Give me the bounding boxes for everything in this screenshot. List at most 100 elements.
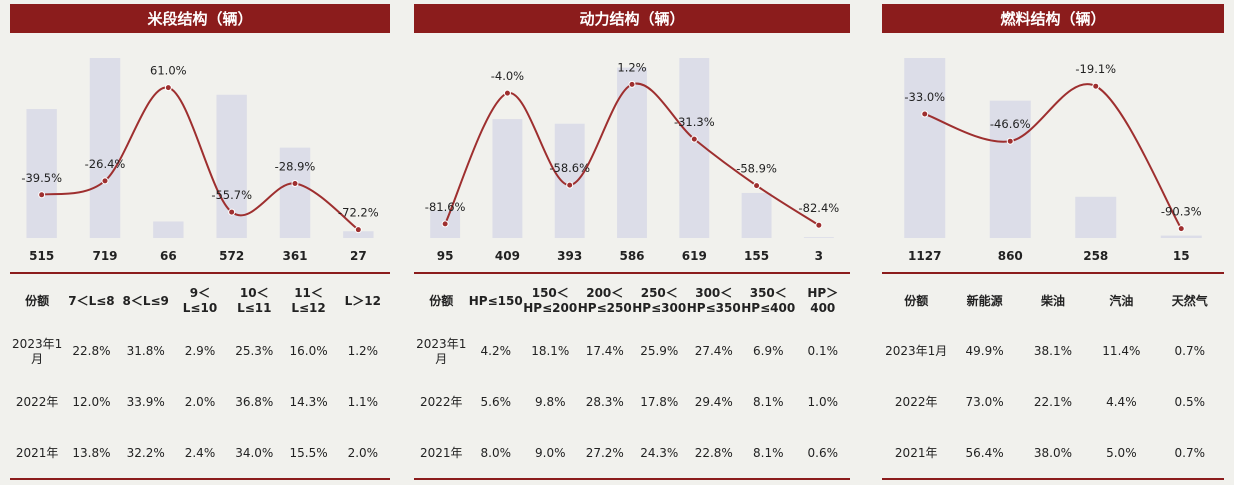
table-cell: 25.9% [640,344,679,358]
column-header: 10＜L≤11 [237,286,272,315]
growth-line [924,83,1183,230]
growth-point [1092,82,1100,90]
table-row: 2022年 12.0% 33.9% 2.0% 36.8% 14.3% 1.1% [10,377,390,428]
row-label: 2023年1月 [885,344,948,358]
column-header: 7＜L≤8 [68,293,115,308]
table-cell: 17.8% [640,395,679,409]
table-cell: 56.4% [965,446,1004,460]
panel-fuel-structure: 燃料结构（辆） 1127 860 258 15 -33.0% -46.6% -19.1% -9… [882,0,1224,485]
table-cell: 27.2% [585,446,624,460]
table-cell: 8.1% [753,395,784,409]
table-cell: 22.8% [72,344,111,358]
growth-line [444,82,820,227]
table-corner-label: 份额 [904,293,929,308]
table-cell: 8.1% [753,446,784,460]
bar [989,100,1031,238]
table-cell: 25.3% [235,344,274,358]
table-cell: 17.4% [585,344,624,358]
bar-value-label: 155 [744,249,769,263]
row-label: 2023年1月 [416,336,467,366]
table-cell: 38.0% [1033,446,1073,460]
divider [882,478,1224,480]
growth-point [38,191,46,199]
bar [216,94,247,238]
bar [343,231,374,238]
divider [882,272,1224,274]
row-label: 2022年 [894,395,938,409]
column-header: HP＞400 [807,286,839,315]
table-cell: 8.0% [480,446,512,460]
row-label: 2023年1月 [12,336,63,366]
growth-label: -28.9% [275,159,316,173]
bar [803,237,834,238]
table-cell: 0.5% [1174,395,1206,409]
table-cell: 5.6% [480,395,512,409]
column-header: 350＜HP≤400 [741,286,796,315]
table-row: 2021年 13.8% 32.2% 2.4% 34.0% 15.5% 2.0% [10,428,390,479]
table-cell: 18.1% [531,344,570,358]
length-share-table: 份额 7＜L≤8 8＜L≤9 9＜L≤10 10＜L≤11 11＜L≤12 L＞12 2023… [10,276,390,479]
panel-title: 燃料结构（辆） [882,4,1224,33]
table-cell: 9.0% [535,446,566,460]
bar-value-label: 515 [29,249,54,263]
column-header: 11＜L≤12 [291,286,326,315]
growth-label: -31.3% [674,115,715,129]
column-header: 汽油 [1109,293,1134,308]
table-cell: 15.5% [289,446,328,460]
bar [492,119,523,238]
table-cell: 1.0% [807,395,839,409]
divider [414,478,850,480]
table-cell: 0.7% [1174,344,1206,358]
panel-title: 动力结构（辆） [414,4,850,33]
bar-value-label: 258 [1083,249,1108,263]
table-cell: 38.1% [1033,344,1073,358]
table-row: 2022年 5.6% 9.8% 28.3% 17.8% 29.4% 8.1% 1.0% [414,377,850,428]
row-label: 2021年 [15,446,59,460]
bar [1075,196,1117,238]
table-cell: 0.7% [1174,446,1206,460]
growth-label: -39.5% [21,171,62,185]
growth-point [1006,137,1014,145]
table-row: 2022年 73.0% 22.1% 4.4% 0.5% [882,377,1224,428]
table-row: 2023年1月 4.2% 18.1% 17.4% 25.9% 27.4% 6.9% 0.1% [414,326,850,377]
row-label: 2022年 [419,395,463,409]
growth-label: -55.7% [211,188,252,202]
growth-point [815,221,823,229]
bar-value-label: 409 [495,249,520,263]
table-cell: 73.0% [965,395,1004,409]
table-corner-label: 份额 [25,293,50,308]
table-cell: 28.3% [585,395,624,409]
column-header: 8＜L≤9 [122,293,169,308]
fuel-share-table: 份额 新能源 柴油 汽油 天然气 2023年1月 49.9% 38.1% 11.4% 0.7% 20… [882,276,1224,479]
growth-label: 61.0% [150,64,187,78]
growth-label: 1.2% [617,60,646,74]
table-cell: 0.1% [807,344,839,358]
bar [26,109,57,239]
table-cell: 2.4% [184,446,216,460]
table-cell: 32.2% [126,446,165,460]
table-cell: 4.4% [1106,395,1137,409]
table-row: 2021年 8.0% 9.0% 27.2% 24.3% 22.8% 8.1% 0.6% [414,428,850,479]
table-cell: 27.4% [694,344,733,358]
growth-label: -58.6% [549,161,590,175]
table-cell: 14.3% [289,395,328,409]
bar-value-label: 3 [815,249,823,263]
bar [153,221,184,238]
table-row: 2023年1月 49.9% 38.1% 11.4% 0.7% [882,326,1224,377]
bar [904,58,946,238]
panel-power-structure: 动力结构（辆） 95 409 393 586 619 155 3 -81.6% -4.0% -58… [414,0,850,485]
table-cell: 0.6% [807,446,839,460]
bar-value-label: 15 [1173,249,1190,263]
table-cell: 2.0% [347,446,379,460]
table-cell: 16.0% [289,344,328,358]
power-structure-chart: 95 409 393 586 619 155 3 -81.6% -4.0% -58.6% 1.2% -… [425,58,839,263]
table-row: 2023年1月 22.8% 31.8% 2.9% 25.3% 16.0% 1.2% [10,326,390,377]
table-corner-label: 份额 [429,293,454,308]
growth-label: -72.2% [338,206,379,220]
table-cell: 31.8% [126,344,165,358]
divider [10,272,390,274]
table-cell: 13.8% [72,446,111,460]
growth-label: -90.3% [1161,205,1202,219]
growth-point [503,89,511,97]
growth-point [101,177,109,185]
